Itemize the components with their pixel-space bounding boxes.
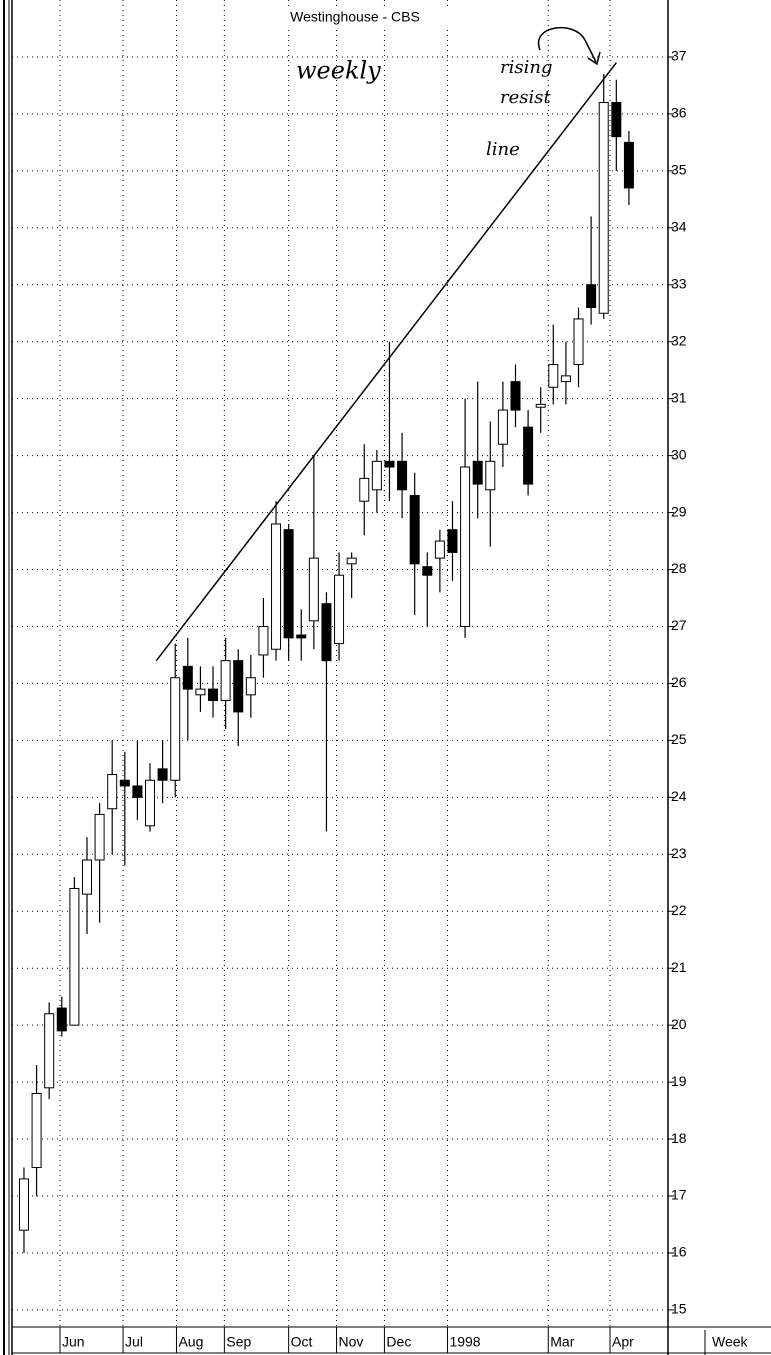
trend-line	[155, 62, 617, 662]
candle-body	[157, 768, 168, 781]
x-tick-label: 1998	[449, 1334, 480, 1350]
annotation: rising	[500, 57, 552, 78]
candle-body	[510, 381, 521, 411]
y-tick-label: 31	[671, 389, 687, 405]
candle-body	[397, 460, 408, 491]
candle-body	[31, 1092, 42, 1169]
candle-body	[359, 477, 370, 502]
annotation: line	[486, 139, 520, 160]
y-tick-label: 20	[671, 1016, 687, 1032]
y-tick-label: 37	[671, 48, 687, 64]
candle-body	[296, 634, 307, 639]
y-tick-label: 22	[671, 902, 687, 918]
y-tick-label: 18	[671, 1130, 687, 1146]
y-tick-label: 29	[671, 503, 687, 519]
y-tick-label: 19	[671, 1073, 687, 1089]
candle-body	[623, 141, 634, 189]
candle-body	[321, 603, 332, 662]
y-tick-label: 32	[671, 332, 687, 348]
candle-body	[258, 625, 269, 656]
candle-body	[560, 375, 571, 383]
y-tick-label: 15	[671, 1301, 687, 1317]
x-tick-label: Apr	[612, 1334, 634, 1350]
annotation: weekly	[296, 57, 381, 85]
candle-body	[245, 677, 256, 696]
candle-body	[119, 779, 130, 787]
candle-body	[18, 1178, 29, 1231]
y-tick-label: 30	[671, 446, 687, 462]
candle-body	[434, 540, 445, 559]
candle-body	[308, 557, 319, 622]
y-tick-label: 24	[671, 788, 687, 804]
annotation-arrow	[537, 26, 601, 66]
y-tick-label: 25	[671, 731, 687, 747]
y-tick-label: 23	[671, 845, 687, 861]
candle-body	[334, 574, 345, 645]
candle-body	[586, 284, 597, 309]
candle-body	[523, 426, 534, 485]
y-tick-label: 16	[671, 1244, 687, 1260]
candle-body	[195, 688, 206, 696]
candle-body	[422, 566, 433, 576]
candle-body	[485, 460, 496, 491]
candle-body	[384, 460, 395, 468]
x-tick-label: Dec	[386, 1334, 411, 1350]
candle-body	[182, 665, 193, 690]
x-tick-label: Nov	[339, 1334, 364, 1350]
candle-body	[107, 774, 118, 810]
y-tick-label: 21	[671, 959, 687, 975]
candle-body	[271, 523, 282, 650]
candle-body	[346, 557, 357, 565]
x-tick-label: Jul	[125, 1334, 143, 1350]
candle-body	[573, 318, 584, 365]
candle-body	[145, 779, 156, 827]
y-tick-label: 17	[671, 1187, 687, 1203]
candle-body	[132, 785, 143, 798]
candle-body	[472, 460, 483, 485]
candle-body	[170, 677, 181, 781]
x-tick-label: Sep	[226, 1334, 251, 1350]
candle-body	[611, 102, 622, 138]
candle-body	[81, 859, 92, 895]
chart-title: Westinghouse - CBS	[290, 9, 420, 25]
x-axis-label: Week	[712, 1334, 749, 1350]
y-tick-label: 35	[671, 162, 687, 178]
y-tick-label: 28	[671, 560, 687, 576]
candle-body	[371, 460, 382, 491]
y-tick-label: 26	[671, 674, 687, 690]
x-tick-label: Aug	[178, 1334, 203, 1350]
x-tick-label: Jun	[62, 1334, 85, 1350]
candle-body	[220, 660, 231, 702]
candle-body	[497, 409, 508, 445]
candle-body	[283, 529, 294, 639]
y-tick-label: 36	[671, 105, 687, 121]
candle-body	[460, 466, 471, 627]
candle-body	[94, 813, 105, 861]
candle-body	[548, 363, 559, 388]
candle-body	[56, 1007, 67, 1032]
candle-body	[409, 494, 420, 565]
title-box	[250, 8, 460, 28]
candle-body	[69, 887, 80, 1026]
y-tick-label: 33	[671, 275, 687, 291]
candle-body	[447, 529, 458, 553]
candle-body	[208, 688, 219, 702]
x-tick-label: Oct	[291, 1334, 313, 1350]
annotation: resist	[500, 87, 551, 108]
y-tick-label: 34	[671, 219, 687, 235]
candle-body	[535, 403, 546, 408]
candle-body	[233, 660, 244, 713]
y-tick-label: 27	[671, 617, 687, 633]
candle-body	[44, 1013, 55, 1089]
x-tick-label: Mar	[550, 1334, 574, 1350]
candle-body	[598, 102, 609, 314]
